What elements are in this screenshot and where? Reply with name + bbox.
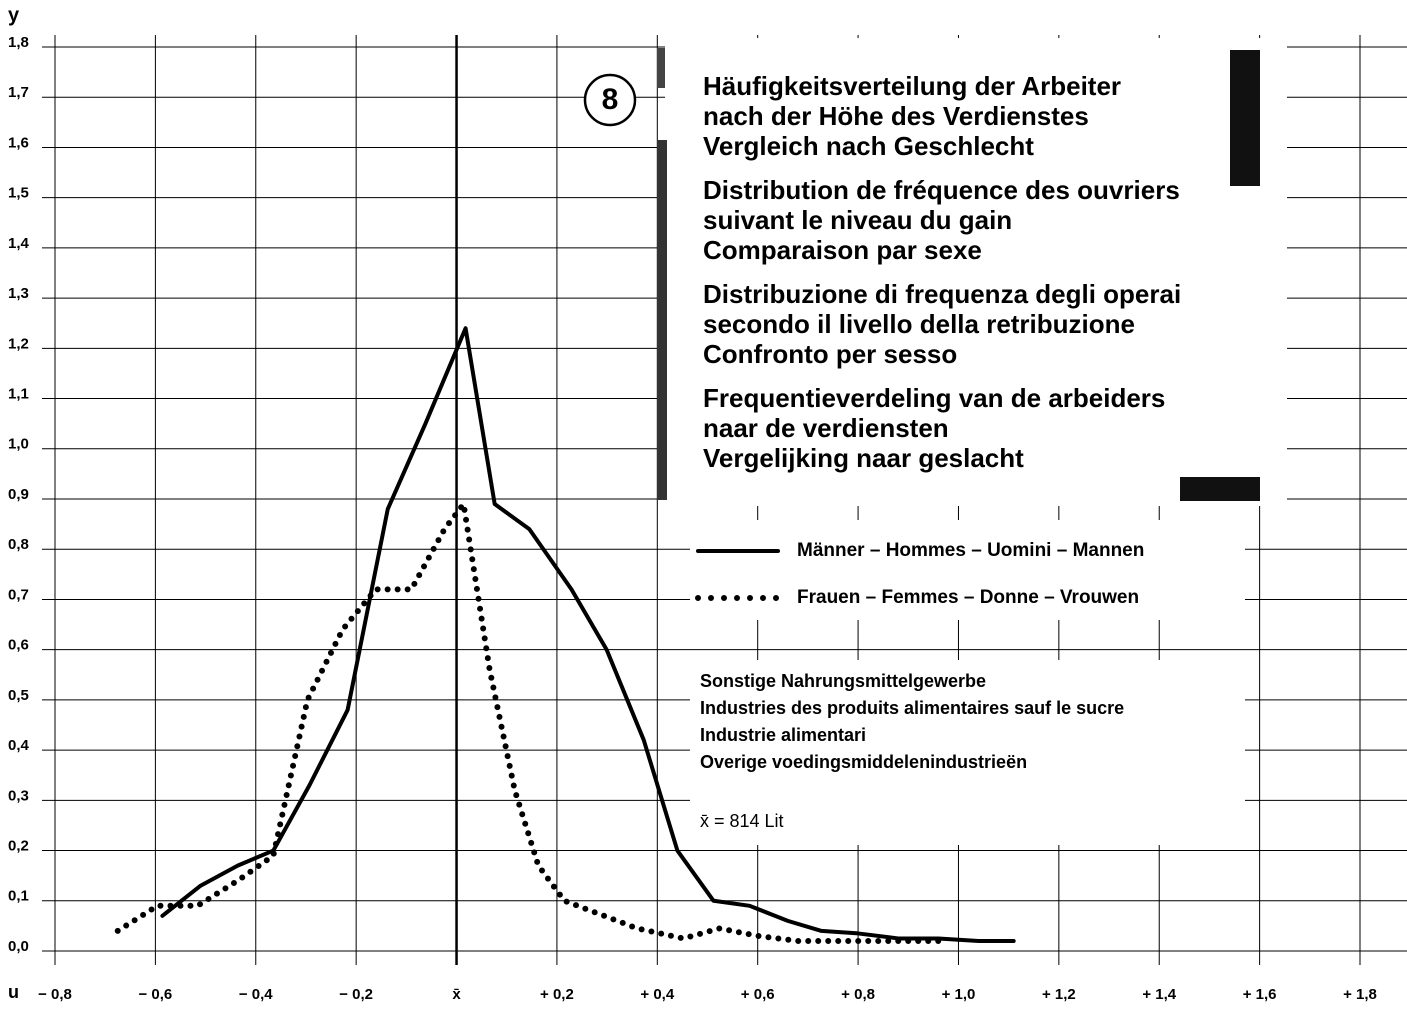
y-tick-label: 1,0: [8, 436, 29, 453]
chart-title: Distribution de fréquence des ouvriers: [703, 175, 1180, 205]
y-tick-label: 1,5: [8, 185, 29, 202]
chart-title: Frequentieverdeling van de arbeiders: [703, 383, 1165, 413]
scan-mark: [1230, 50, 1260, 186]
series-line: [160, 326, 1016, 943]
legend-label: Männer – Hommes – Uomini – Mannen: [797, 540, 1144, 561]
y-tick-label: 0,1: [8, 888, 29, 905]
x-tick-label: + 1,4: [1142, 986, 1176, 1003]
legend-label: Frauen – Femmes – Donne – Vrouwen: [797, 587, 1139, 608]
y-tick-label: 0,4: [8, 737, 30, 754]
y-tick-label: 0,5: [8, 687, 29, 704]
scan-mark: [657, 48, 665, 88]
y-tick-label: 0,9: [8, 486, 29, 503]
chart-title: suivant le niveau du gain: [703, 205, 1012, 235]
y-axis-label: y: [8, 4, 20, 26]
chart-title: Confronto per sesso: [703, 339, 957, 369]
y-tick-label: 1,3: [8, 285, 29, 302]
chart-title: Häufigkeitsverteilung der Arbeiter: [703, 71, 1121, 101]
subtitle: Industrie alimentari: [700, 725, 866, 745]
y-tick-label: 1,4: [8, 235, 30, 252]
y-tick-label: 0,7: [8, 586, 29, 603]
x-tick-label: − 0,2: [339, 986, 373, 1003]
y-tick-label: 0,2: [8, 838, 29, 855]
x-tick-label: + 0,2: [540, 986, 574, 1003]
y-tick-label: 0,6: [8, 637, 29, 654]
legend-panel: [690, 520, 1245, 620]
x-tick-label: − 0,8: [38, 986, 72, 1003]
x-tick-label: − 0,4: [239, 986, 273, 1003]
subtitle: Sonstige Nahrungsmittelgewerbe: [700, 671, 986, 691]
subtitle: Industries des produits alimentaires sau…: [700, 698, 1124, 718]
chart-title: Vergelijking naar geslacht: [703, 443, 1024, 473]
y-tick-label: 1,6: [8, 134, 29, 151]
chart-title: nach der Höhe des Verdienstes: [703, 101, 1089, 131]
x-axis-label: u: [8, 982, 19, 1002]
x-tick-label: + 1,0: [942, 986, 976, 1003]
x-tick-label: + 0,4: [640, 986, 674, 1003]
chart-title: naar de verdiensten: [703, 413, 949, 443]
scan-mark: [1180, 477, 1260, 501]
title-panel: [665, 38, 1287, 506]
x-tick-label: + 0,8: [841, 986, 875, 1003]
x-tick-label: x̄: [452, 986, 461, 1003]
chart-title: Vergleich nach Geschlecht: [703, 131, 1034, 161]
x-tick-label: − 0,6: [138, 986, 172, 1003]
chart-title: secondo il livello della retribuzione: [703, 309, 1135, 339]
annotation: x̄ = 814 Lit: [700, 811, 784, 831]
series-line: [114, 501, 942, 944]
x-tick-label: + 1,8: [1343, 986, 1377, 1003]
subtitle: Overige voedingsmiddelenindustrieën: [700, 752, 1027, 772]
y-tick-label: 0,0: [8, 938, 29, 955]
note-panel: [690, 660, 1245, 845]
y-tick-label: 0,8: [8, 536, 29, 553]
y-tick-label: 1,7: [8, 84, 29, 101]
chart-title: Comparaison par sexe: [703, 235, 982, 265]
scan-mark: [657, 140, 667, 500]
chart-number: 8: [602, 83, 619, 116]
y-tick-label: 1,8: [8, 34, 29, 51]
y-tick-label: 1,1: [8, 386, 29, 403]
y-tick-label: 0,3: [8, 787, 29, 804]
y-tick-label: 1,2: [8, 335, 29, 352]
x-tick-label: + 0,6: [741, 986, 775, 1003]
x-tick-label: + 1,6: [1243, 986, 1277, 1003]
x-tick-label: + 1,2: [1042, 986, 1076, 1003]
chart-title: Distribuzione di frequenza degli operai: [703, 279, 1181, 309]
chart-number-circle: [583, 73, 637, 127]
